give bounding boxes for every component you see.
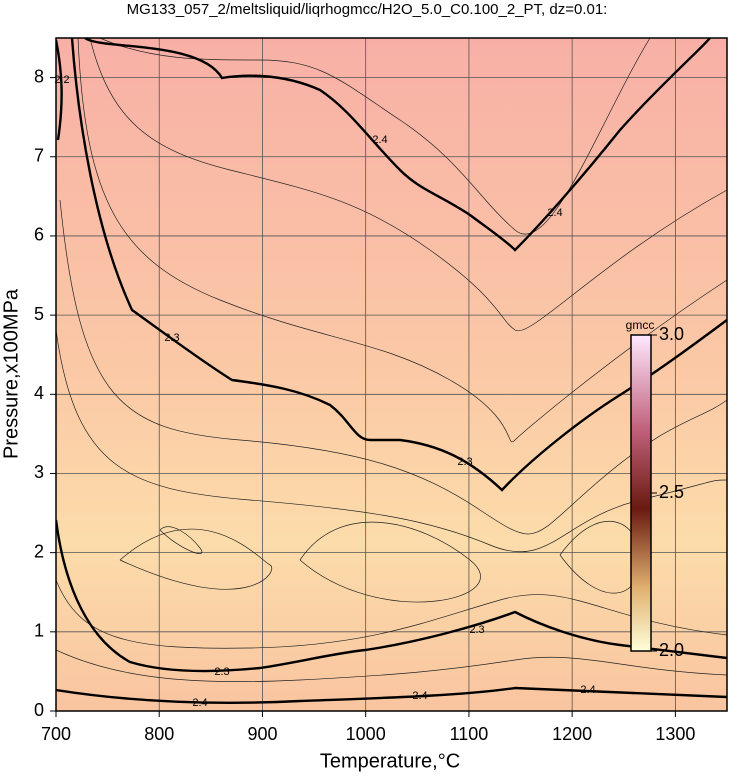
colorbar-tick-label: 2.0 (659, 640, 684, 660)
minor-contour (299, 521, 481, 603)
minor-contour (56, 329, 727, 553)
x-tick-label: 1200 (552, 724, 592, 744)
grid (55, 38, 727, 712)
contour-label: 2.3 (469, 624, 484, 636)
y-tick-label: 7 (34, 146, 44, 166)
x-tick-label: 700 (41, 724, 71, 744)
x-tick-label: 800 (144, 724, 174, 744)
contour-label: 2.2 (54, 74, 69, 86)
minor-contour (89, 38, 727, 332)
minor-contour (119, 528, 273, 590)
colorbar-tick-label: 2.5 (659, 482, 684, 502)
minor-contour (99, 38, 651, 235)
y-tick-label: 6 (34, 225, 44, 245)
y-tick-label: 3 (34, 462, 44, 482)
contour-line (70, 38, 727, 492)
chart-title: MG133_057_2/meltsliquid/liqrhogmcc/H2O_5… (127, 1, 608, 18)
x-tick-label: 1100 (450, 724, 489, 744)
y-tick-label: 4 (34, 383, 44, 403)
contours (56, 38, 727, 704)
contour-label: 2.4 (547, 207, 562, 219)
x-tick-label: 900 (247, 724, 277, 744)
contour-label: 2.4 (580, 684, 595, 696)
contour-label: 2.4 (372, 134, 387, 146)
x-tick-label: 1000 (346, 724, 386, 744)
colorbar-tick-label: 3.0 (659, 324, 684, 344)
y-tick-label: 0 (34, 700, 44, 720)
contour-line (56, 686, 727, 704)
contour-label: 2.3 (457, 456, 472, 468)
contour-label: 2.4 (192, 697, 207, 709)
minor-contour (56, 579, 727, 649)
y-tick-label: 5 (34, 304, 44, 324)
contour-label: 2.3 (164, 332, 179, 344)
colorbar-label: gmcc (626, 318, 655, 332)
contour-line (56, 39, 63, 141)
contour-label: 2.3 (214, 666, 229, 678)
contour-line (84, 38, 711, 252)
plot-background (56, 38, 727, 711)
x-axis-label: Temperature,°C (320, 750, 460, 772)
colorbar (630, 334, 652, 652)
y-tick-label: 1 (34, 621, 44, 641)
y-tick-label: 2 (34, 541, 44, 561)
minor-contour (159, 526, 203, 554)
contour-line (56, 519, 727, 673)
x-tick-label: 1300 (655, 724, 695, 744)
plot-frame (55, 37, 728, 712)
y-axis-label: Pressure,x100MPa (0, 288, 22, 459)
y-tick-label: 8 (34, 66, 44, 86)
minor-contour (56, 649, 727, 683)
contour-label: 2.4 (412, 690, 427, 702)
minor-contour (77, 38, 727, 443)
